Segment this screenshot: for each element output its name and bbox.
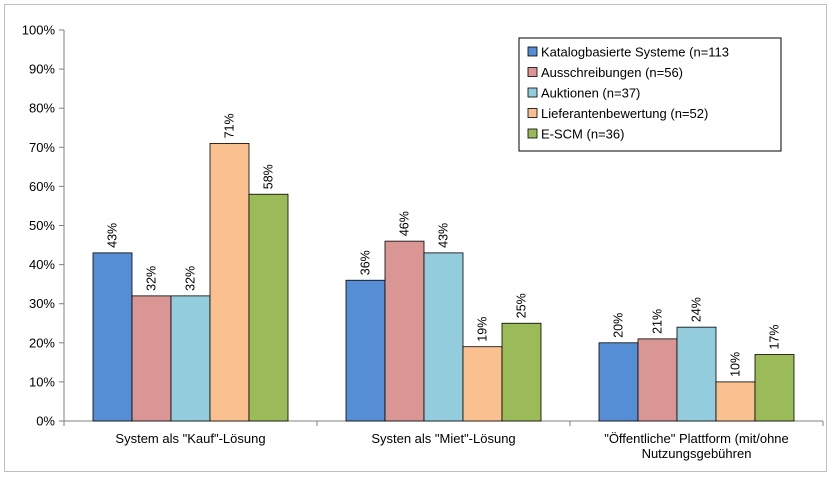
- bar: [131, 295, 172, 422]
- x-category-label: System als "Kauf"-Lösung: [115, 431, 265, 446]
- bar: [598, 342, 639, 422]
- legend-swatch: [527, 87, 538, 98]
- bar: [637, 338, 678, 422]
- data-label: 58%: [262, 164, 276, 189]
- x-category-label: Nutzungsgebühren: [642, 446, 752, 461]
- bar: [345, 279, 386, 422]
- legend-entry: Katalogbasierte Systeme (n=113: [541, 45, 729, 60]
- bar: [384, 240, 425, 422]
- y-tick-label: 80%: [29, 101, 55, 116]
- y-tick-label: 40%: [29, 257, 55, 272]
- y-tick-label: 30%: [29, 296, 55, 311]
- legend-entry: Lieferantenbewertung (n=52): [541, 106, 708, 121]
- legend-entry: Ausschreibungen (n=56): [541, 65, 683, 80]
- bar: [248, 193, 289, 422]
- legend-swatch: [527, 67, 538, 77]
- data-label: 21%: [651, 309, 665, 334]
- data-label: 43%: [437, 223, 451, 248]
- bar: [423, 252, 464, 422]
- bar: [209, 142, 250, 422]
- bar: [676, 326, 717, 422]
- data-label: 46%: [398, 211, 412, 236]
- data-label: 25%: [515, 293, 529, 318]
- y-tick-label: 100%: [22, 23, 56, 38]
- y-tick-label: 90%: [29, 62, 55, 77]
- y-tick-label: 60%: [29, 179, 55, 194]
- legend-swatch: [527, 128, 538, 139]
- x-category-label: "Öffentliche" Plattform (mit/ohne: [604, 431, 789, 446]
- y-tick-label: 20%: [29, 335, 55, 350]
- x-category-label: Systen als "Miet"-Lösung: [371, 431, 515, 446]
- data-label: 32%: [145, 266, 159, 291]
- y-tick-label: 70%: [29, 140, 55, 155]
- data-label: 43%: [106, 223, 120, 248]
- bar: [462, 346, 503, 422]
- bar: [170, 295, 211, 422]
- bar: [754, 354, 795, 422]
- data-label: 10%: [729, 352, 743, 377]
- data-label: 19%: [476, 317, 490, 342]
- legend-swatch: [527, 46, 538, 57]
- data-label: 24%: [690, 297, 704, 322]
- legend-entry: Auktionen (n=37): [541, 86, 640, 101]
- y-tick-label: 10%: [29, 374, 55, 389]
- data-label: 20%: [612, 313, 626, 338]
- data-label: 71%: [223, 113, 237, 138]
- bar: [715, 381, 756, 422]
- legend-entry: E-SCM (n=36): [541, 127, 624, 142]
- legend-box: [518, 37, 782, 152]
- legend-swatch: [527, 108, 538, 118]
- y-tick-label: 0%: [36, 414, 55, 429]
- data-label: 32%: [184, 266, 198, 291]
- y-tick-label: 50%: [29, 218, 55, 233]
- bar: [501, 322, 542, 422]
- bar: [92, 252, 133, 422]
- data-label: 36%: [359, 250, 373, 275]
- data-label: 17%: [768, 324, 782, 349]
